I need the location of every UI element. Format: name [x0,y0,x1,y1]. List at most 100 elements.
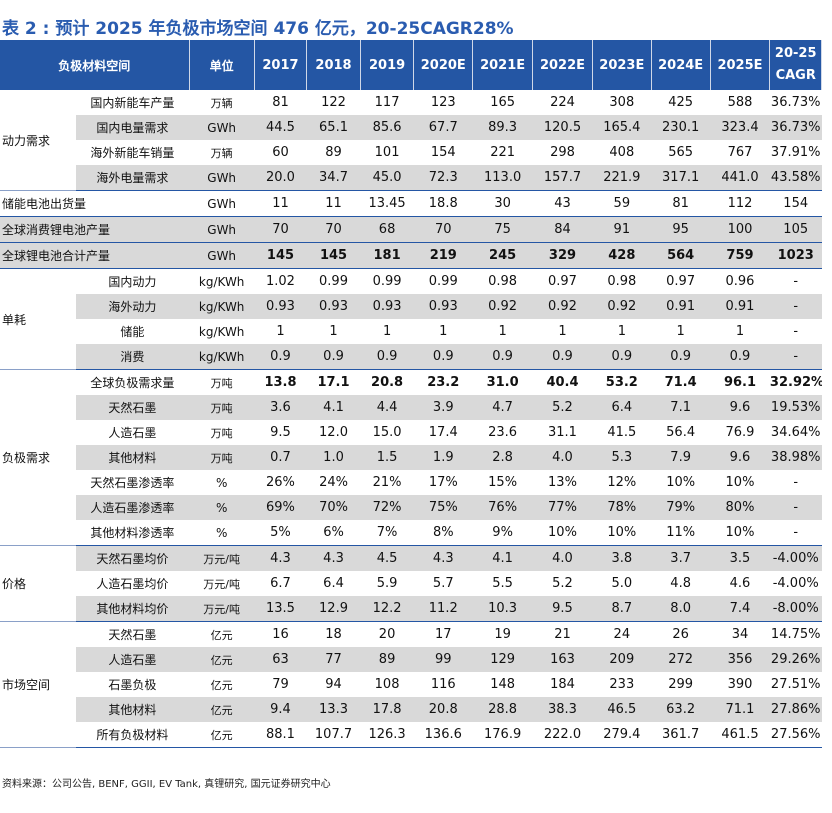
table-row: 储能 kg/KWh 1 1 1 1 1 1 1 1 1- [0,319,822,344]
row-group-label: 价格 [0,545,76,622]
value-cell: 308 [592,90,652,115]
value-cell: 0.93 [306,294,361,319]
value-cell: 5.9 [360,571,414,596]
value-cell: 20 [360,621,414,647]
value-cell: 0.9 [710,344,770,370]
value-cell: 13.5 [254,596,307,622]
value-cell: 89 [360,647,414,672]
value-cell: 3.5 [710,545,770,571]
value-cell: 6% [306,520,361,546]
value-cell: 157.7 [532,165,593,191]
table-row: 人造石墨 万吨 9.5 12.0 15.0 17.4 23.6 31.1 41.5 56.4 76.… [0,420,822,445]
value-cell: 0.9 [592,344,652,370]
value-cell: 0.9 [651,344,711,370]
value-cell: 230.1 [651,115,711,140]
cagr-cell: - [769,319,822,344]
row-unit: 万元/吨 [189,545,255,571]
value-cell: 323.4 [710,115,770,140]
value-cell: 272 [651,647,711,672]
value-cell: 6.7 [254,571,307,596]
table-row: 天然石墨 万吨 3.6 4.1 4.4 3.9 4.7 5.2 6.4 7.1 9.6 19.53% [0,395,822,420]
value-cell: 1.02 [254,268,307,294]
value-cell: 0.9 [306,344,361,370]
value-cell: 8.0 [651,596,711,622]
value-cell: 233 [592,672,652,697]
value-cell: 390 [710,672,770,697]
row-unit: 亿元 [189,647,255,672]
value-cell: 12.9 [306,596,361,622]
value-cell: 0.91 [651,294,711,319]
value-cell: 21% [360,470,414,495]
row-unit: GWh [189,190,255,217]
value-cell: 6.4 [306,571,361,596]
cagr-cell: -4.00% [769,545,822,571]
row-label: 国内电量需求 [75,115,190,140]
row-unit: 万吨 [189,445,255,470]
value-cell: 78% [592,495,652,520]
value-cell: 13.45 [360,190,414,217]
value-cell: 18 [306,621,361,647]
value-cell: 85.6 [360,115,414,140]
value-cell: 165 [472,90,533,115]
value-cell: 1 [472,319,533,344]
value-cell: 45.0 [360,165,414,191]
row-unit: kg/KWh [189,344,255,370]
value-cell: 1 [306,319,361,344]
row-unit: 万辆 [189,90,255,115]
value-cell: 70% [306,495,361,520]
row-label: 海外电量需求 [75,165,190,191]
value-cell: 72.3 [413,165,473,191]
value-cell: 9.5 [532,596,593,622]
row-label: 人造石墨 [75,420,190,445]
value-cell: 11 [306,190,361,217]
value-cell: 10% [710,470,770,495]
cagr-cell: - [769,344,822,370]
value-cell: 4.8 [651,571,711,596]
value-cell: 145 [306,242,361,269]
value-cell: 43 [532,190,593,217]
value-cell: 759 [710,242,770,269]
header-year: 2018 [306,40,361,90]
value-cell: 71.1 [710,697,770,722]
value-cell: 209 [592,647,652,672]
value-cell: 84 [532,216,593,243]
cagr-cell: 27.51% [769,672,822,697]
value-cell: 7.1 [651,395,711,420]
value-cell: 81 [651,190,711,217]
table-row: 海外动力 kg/KWh 0.93 0.93 0.93 0.93 0.92 0.92 0.92 0.… [0,294,822,319]
value-cell: 221.9 [592,165,652,191]
value-cell: 361.7 [651,722,711,748]
value-cell: 77% [532,495,593,520]
row-label: 国内新能车产量 [75,90,190,115]
value-cell: 11 [254,190,307,217]
cagr-cell: 105 [769,216,822,243]
value-cell: 65.1 [306,115,361,140]
value-cell: 4.0 [532,445,593,470]
value-cell: 68 [360,216,414,243]
cagr-cell: 19.53% [769,395,822,420]
cagr-cell: 43.58% [769,165,822,191]
value-cell: 11% [651,520,711,546]
header-label: 负极材料空间 [0,40,190,90]
value-cell: 1.0 [306,445,361,470]
value-cell: 1 [254,319,307,344]
cagr-cell: 154 [769,190,822,217]
header-year: 2023E [592,40,652,90]
value-cell: 80% [710,495,770,520]
value-cell: 18.8 [413,190,473,217]
value-cell: 13.3 [306,697,361,722]
header-year: 2024E [651,40,711,90]
value-cell: 0.9 [413,344,473,370]
value-cell: 15.0 [360,420,414,445]
value-cell: 123 [413,90,473,115]
value-cell: 72% [360,495,414,520]
row-unit: 万吨 [189,395,255,420]
table-row: 人造石墨渗透率% 69% 70% 72% 75% 76% 77% 78% 79% 80% - [0,495,822,520]
row-label: 全球锂电池合计产量 [0,242,190,269]
row-label: 天然石墨均价 [75,545,190,571]
value-cell: 298 [532,140,593,165]
cagr-cell: 29.26% [769,647,822,672]
value-cell: 564 [651,242,711,269]
row-label: 其他材料均价 [75,596,190,622]
value-cell: 12% [592,470,652,495]
